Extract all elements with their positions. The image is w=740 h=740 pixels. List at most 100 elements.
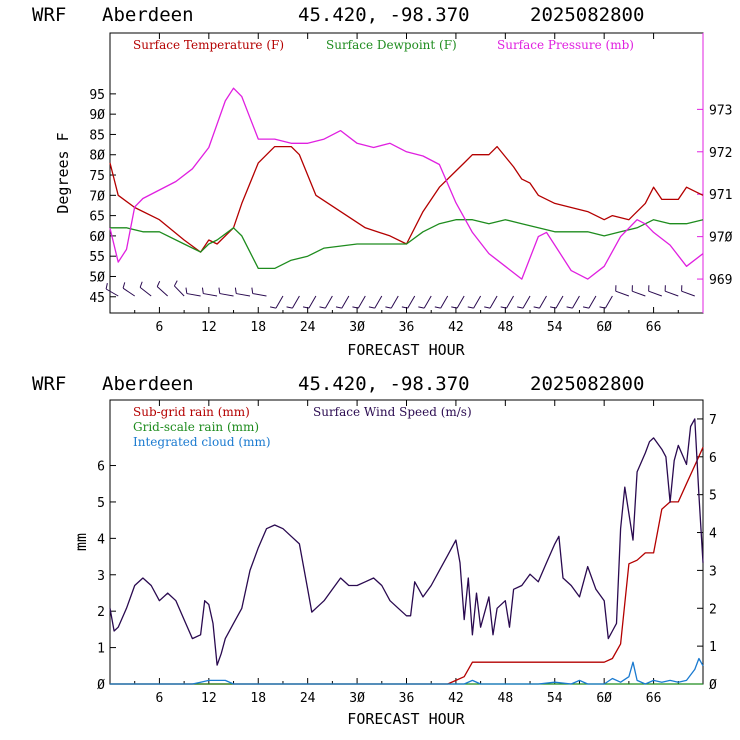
y2-tick-label: 3 xyxy=(709,564,717,579)
panel1-series xyxy=(109,87,704,280)
wind-barb-shaft xyxy=(291,295,300,309)
wind-barb-shaft xyxy=(252,293,267,297)
y2-tick-label: 97Ø xyxy=(709,231,733,246)
wind-barb-shaft xyxy=(506,295,515,309)
wind-barb-flag xyxy=(105,283,108,290)
wind-barb-shaft xyxy=(615,290,630,297)
y-tick-label: 85 xyxy=(89,128,105,143)
panel1-model: WRF xyxy=(32,4,66,26)
wind-barb-flag xyxy=(484,306,491,309)
wind-barb-shaft xyxy=(632,290,646,297)
y2-tick-label: 973 xyxy=(709,103,732,118)
wind-barb-shaft xyxy=(456,295,465,309)
panel1-site: Aberdeen xyxy=(102,4,194,26)
y2-tick-label: 1 xyxy=(709,640,717,655)
legend-dewpoint: Surface Dewpoint (F) xyxy=(326,38,457,52)
wind-barb-flag xyxy=(550,306,557,309)
legend-gridscale-rain: Grid-scale rain (mm) xyxy=(133,420,259,434)
panel1-frame xyxy=(109,32,704,314)
wind-barb-flag xyxy=(533,306,540,309)
wind-barb-shaft xyxy=(341,295,350,309)
legend-wind-speed: Surface Wind Speed (m/s) xyxy=(313,405,472,419)
wind-barb-flag xyxy=(385,306,392,309)
y2-tick-label: 6 xyxy=(709,451,717,466)
y-tick-label: 6Ø xyxy=(89,230,105,245)
wind-barb-flag xyxy=(173,280,178,287)
x-tick-label: 66 xyxy=(646,691,662,706)
panel2-site: Aberdeen xyxy=(102,373,194,395)
series-line-0 xyxy=(109,145,704,253)
y-tick-label: 65 xyxy=(89,210,105,225)
wind-barb-flag xyxy=(401,306,408,309)
x-tick-label: 54 xyxy=(547,320,563,335)
wind-barb-shaft xyxy=(539,295,547,309)
x-tick-label: 18 xyxy=(250,691,266,706)
wind-barb-shaft xyxy=(236,293,251,297)
series-line-3 xyxy=(109,418,704,666)
y-tick-label: 4 xyxy=(97,532,105,547)
wind-barb-flag xyxy=(335,306,342,309)
panel2-model: WRF xyxy=(32,373,66,395)
x-tick-label: 3Ø xyxy=(349,320,365,335)
wind-barb-shaft xyxy=(390,295,399,309)
x-tick-label: 48 xyxy=(498,320,514,335)
temperature-panel: WRF Aberdeen 45.420, -98.370 2025082800 … xyxy=(32,4,733,359)
y2-tick-label: 5 xyxy=(709,489,717,504)
y-tick-label: Ø xyxy=(97,678,105,693)
x-tick-label: 24 xyxy=(300,320,316,335)
wind-barb-shaft xyxy=(139,286,152,297)
y-tick-label: 3 xyxy=(97,569,105,584)
wind-barb-flag xyxy=(599,306,606,309)
y-tick-label: 95 xyxy=(89,88,105,103)
wind-barb-shaft xyxy=(648,290,662,297)
panel1-y2-ticks: 969 97Ø 971 972 973 xyxy=(697,103,733,288)
x-tick-label: 12 xyxy=(201,691,217,706)
wind-barb-flag xyxy=(185,287,188,294)
wind-barb-shaft xyxy=(604,295,613,309)
wind-barb-flag xyxy=(434,306,441,309)
y-tick-label: 9Ø xyxy=(89,108,105,123)
panel1-y-axis-title: Degrees F xyxy=(54,132,72,213)
wind-barb-flag xyxy=(451,306,458,309)
y2-tick-label: 969 xyxy=(709,273,732,288)
y2-tick-label: 7 xyxy=(709,413,717,428)
y-tick-label: 8Ø xyxy=(89,149,105,164)
legend-pressure: Surface Pressure (mb) xyxy=(497,38,634,52)
series-line-2 xyxy=(109,87,704,280)
x-tick-label: 36 xyxy=(399,691,415,706)
wind-barb-shaft xyxy=(308,295,317,309)
wind-barb-shaft xyxy=(374,295,383,309)
panel2-y-axis-title: mm xyxy=(72,533,90,551)
wind-barb-flag xyxy=(517,306,524,309)
wind-barb-shaft xyxy=(423,295,432,309)
panel2-run: 2025082800 xyxy=(530,373,644,395)
wind-barb-flag xyxy=(139,281,143,288)
wind-barb-flag xyxy=(467,306,474,309)
x-tick-label: 6Ø xyxy=(596,320,612,335)
wind-barb-flag xyxy=(201,287,204,294)
wind-barb-flag xyxy=(368,306,375,309)
y-tick-label: 5 xyxy=(97,496,105,511)
wind-barb-flag xyxy=(352,306,359,309)
panel1-x-ticks: 6 12 18 24 3Ø 36 42 48 54 6Ø 66 xyxy=(134,33,679,335)
wind-barb-shaft xyxy=(174,285,185,297)
wind-barbs xyxy=(105,280,695,309)
wind-barb-flag xyxy=(418,306,425,309)
x-tick-label: 66 xyxy=(646,320,662,335)
wind-barb-flag xyxy=(319,306,326,309)
x-tick-label: 48 xyxy=(498,691,514,706)
wind-barb-shaft xyxy=(588,295,597,309)
wind-barb-flag xyxy=(566,306,573,309)
wind-barb-shaft xyxy=(489,295,498,309)
panel2-series xyxy=(109,418,704,685)
y2-tick-label: Ø xyxy=(709,678,717,693)
wind-barb-shaft xyxy=(105,288,119,297)
panel1-coords: 45.420, -98.370 xyxy=(298,4,470,26)
wind-barb-flag xyxy=(286,306,293,309)
wind-barb-shaft xyxy=(681,290,695,297)
y2-tick-label: 971 xyxy=(709,188,732,203)
wind-barb-shaft xyxy=(219,293,234,297)
wind-barb-shaft xyxy=(122,287,135,297)
panel1-y-ticks: 45 5Ø 55 6Ø 65 7Ø 75 8Ø 85 9Ø 95 xyxy=(89,88,116,306)
